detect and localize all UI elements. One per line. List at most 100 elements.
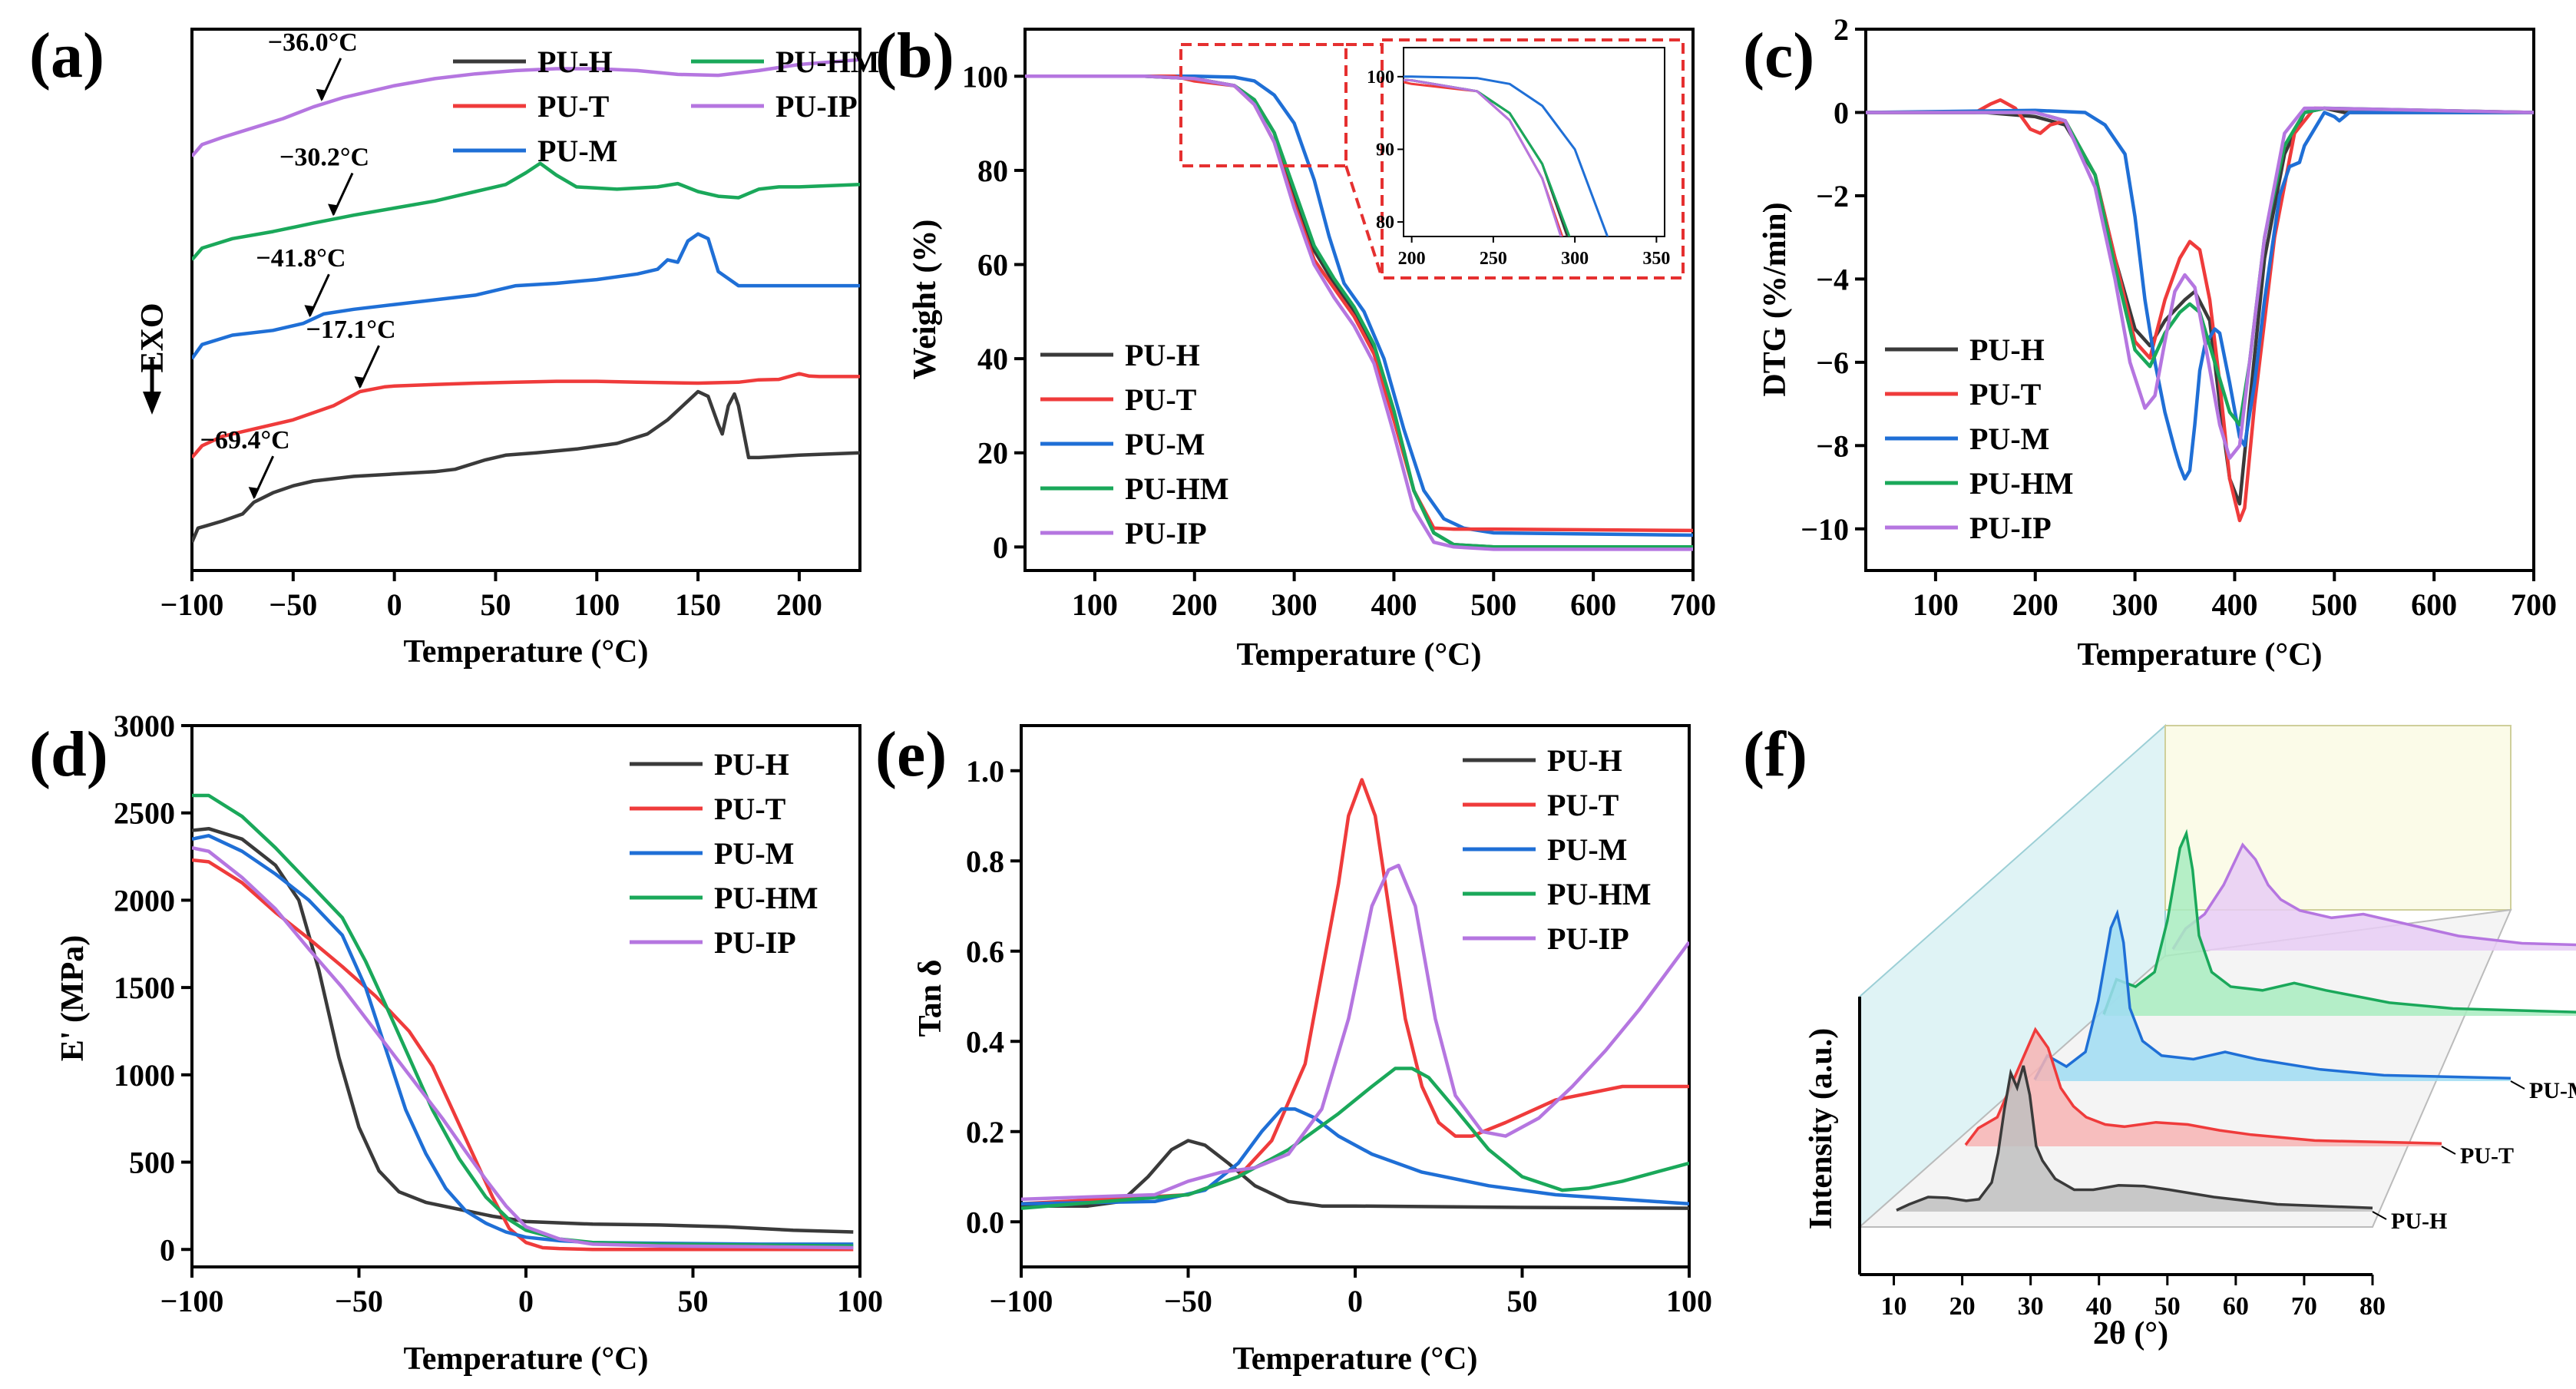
series-line-b-pu-ip [1025,74,1693,551]
y-tick-label-d-4: 2000 [114,883,175,918]
legend-label-e-pu-h: PU-H [1547,743,1622,778]
x-tick-label-e-1: −50 [1164,1284,1212,1318]
legend-label-a-pu-h: PU-H [537,45,613,79]
y-tick-label-e-2: 0.4 [966,1024,1004,1059]
series-line-d-pu-t [192,858,854,1252]
series-line-e-pu-hm [1021,1067,1689,1210]
y-tick-label-d-3: 1500 [114,971,175,1005]
x-tick-label-e-4: 100 [1666,1284,1712,1318]
x-tick-label-f-1: 20 [1949,1292,1976,1321]
legend-label-c-pu-t: PU-T [1969,377,2042,412]
series-line-f-pu-hm [2102,828,2576,1015]
series-line-c-pu-m [1866,108,2534,481]
x-axis-label-f: 2θ (°) [2093,1316,2168,1351]
x-tick-label-f-2: 30 [2018,1292,2044,1321]
legend-label-b-pu-h: PU-H [1125,338,1200,372]
legend-label-d-pu-hm: PU-HM [714,881,818,915]
series-line-a-pu-hm [192,161,860,261]
y-tick-label-e-0: 0.0 [966,1205,1004,1239]
y-axis-label-d: E' (MPa) [55,935,91,1061]
zoom-connector-bottom [1344,165,1384,279]
zoom-region-box [1179,43,1348,167]
series-line-inset-pu-t [1404,81,1564,236]
y-tick-label-c-6: 2 [1834,12,1849,47]
x-tick-label-f-0: 10 [1881,1292,1907,1321]
panel-label-c: (c) [1743,20,1814,91]
x-tick-label-f-4: 50 [2154,1292,2181,1321]
legend-label-d-pu-m: PU-M [714,836,794,871]
series-area-f-pu-h [1896,1066,2373,1212]
series-line-a-pu-m [192,232,860,360]
x-tick-label-d-2: 0 [518,1284,534,1318]
x-tick-label-f-5: 60 [2223,1292,2249,1321]
annotation-arrowhead-a-0 [316,88,327,101]
x-tick-label-b-5: 600 [1570,587,1616,622]
legend-label-b-pu-m: PU-M [1125,427,1205,461]
legend-label-e-pu-hm: PU-HM [1547,877,1652,911]
chart-c: 100 200 300 400 500 600 700 −10 −8 −6 −4 −2 0 2 Tempe… [1758,12,2557,673]
x-tick-label-f-3: 40 [2086,1292,2112,1321]
plot-frame-c [1864,28,2535,572]
x-tick-label-a-6: 200 [776,587,822,622]
series-tick-f-pu-t [2441,1146,2456,1155]
x-tick-label-e-0: −100 [990,1284,1053,1318]
legend-label-c-pu-m: PU-M [1969,422,2049,456]
x-tick-label-c-0: 100 [1913,587,1959,622]
y-tick-label-c-1: −8 [1816,428,1849,463]
down-arrow-icon [143,359,161,415]
x-tick-label-f-7: 80 [2359,1292,2386,1321]
series-label-f-pu-t: PU-T [2460,1143,2514,1169]
legend-label-a-pu-hm: PU-HM [775,45,880,79]
series-line-inset-pu-ip [1404,78,1562,236]
annotation-arrowhead-a-4 [248,487,260,500]
y-tick-label-e-3: 0.6 [966,934,1004,969]
legend-label-b-pu-t: PU-T [1125,382,1197,417]
x-tick-label-a-1: −50 [269,587,317,622]
plot-frame-a [190,28,861,572]
x-tick-label-c-5: 600 [2411,587,2457,622]
legend-label-a-pu-t: PU-T [537,89,610,124]
y-axis-label-e: Tan δ [913,960,948,1037]
y-tick-label-d-0: 0 [160,1232,175,1267]
x-tick-label-c-1: 200 [2012,587,2058,622]
x-tick-label-e-2: 0 [1348,1284,1363,1318]
y-axis-label-f: Intensity (a.u.) [1804,1028,1839,1230]
chart-b: 100 200 300 400 500 600 700 0 20 40 60 80 100 Temper… [908,28,1716,673]
legend-label-c-pu-h: PU-H [1969,332,2045,367]
x-tick-label-a-3: 50 [480,587,511,622]
series-label-f-pu-m: PU-M [2529,1078,2576,1103]
y-tick-label-b-3: 60 [977,248,1008,283]
series-line-c-pu-hm [1866,106,2534,427]
series-area-f-pu-hm [2104,833,2576,1016]
series-line-d-pu-h [192,826,854,1234]
x-tick-label-d-1: −50 [335,1284,383,1318]
y-tick-label-inset-1: 90 [1376,140,1394,160]
y-tick-label-e-4: 0.8 [966,844,1004,878]
chart-a: −100 −50 0 50 100 150 200 Temperature (°C) EXO… [135,28,880,670]
y-tick-label-b-4: 80 [977,154,1008,188]
y-tick-label-e-1: 0.2 [966,1115,1004,1149]
x-tick-label-d-3: 50 [678,1284,709,1318]
y-tick-label-inset-0: 80 [1376,213,1394,233]
y-tick-label-c-5: 0 [1834,95,1849,130]
x-tick-label-b-0: 100 [1072,587,1118,622]
series-line-inset-pu-m [1404,75,1609,236]
x-tick-label-a-0: −100 [160,587,224,622]
legend-label-c-pu-hm: PU-HM [1969,466,2074,501]
legend-label-b-pu-hm: PU-HM [1125,471,1229,506]
y-tick-label-b-0: 0 [993,530,1008,564]
y-tick-label-b-5: 100 [962,59,1008,94]
x-tick-label-b-3: 400 [1371,587,1417,622]
series-label-f-pu-h: PU-H [2391,1209,2447,1234]
legend-label-d-pu-ip: PU-IP [714,925,796,960]
panel-label-f: (f) [1743,719,1807,790]
x-tick-label-inset-2: 300 [1561,249,1589,269]
series-line-b-pu-m [1025,74,1693,537]
y-tick-label-c-0: −10 [1801,512,1849,547]
series-line-f-pu-h [1896,1065,2373,1212]
y-tick-label-b-1: 20 [977,436,1008,471]
y-tick-label-d-5: 2500 [114,796,175,831]
x-tick-label-d-0: −100 [160,1284,224,1318]
y-tick-label-b-2: 40 [977,342,1008,376]
